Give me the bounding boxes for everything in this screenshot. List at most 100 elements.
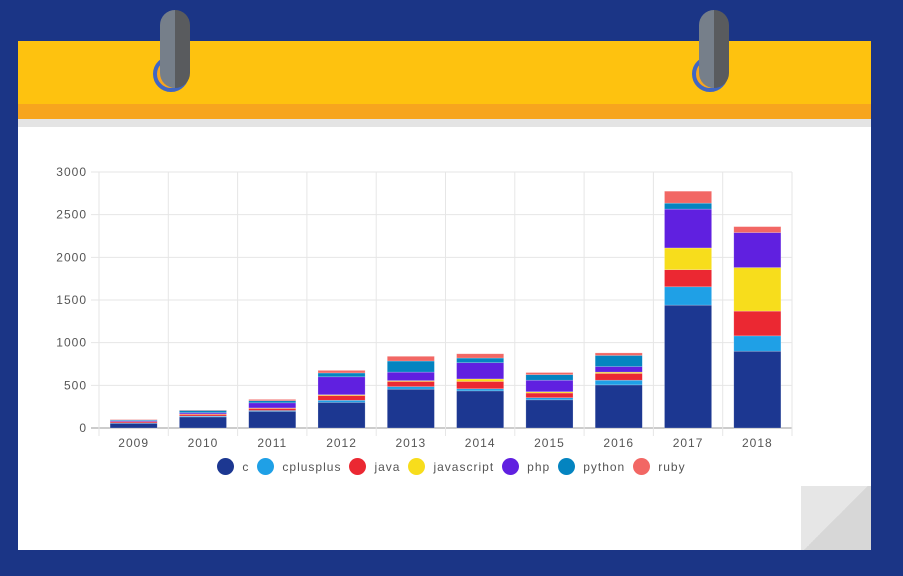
legend-swatch-icon — [633, 458, 651, 475]
page-curl-corner — [801, 486, 871, 550]
x-tick-label: 2014 — [465, 436, 496, 450]
x-tick-label: 2013 — [395, 436, 426, 450]
legend-label: python — [583, 459, 626, 474]
bar-segment-php-2010[interactable] — [179, 412, 227, 415]
legend-item-ruby[interactable]: ruby — [633, 458, 685, 475]
bar-segment-ruby-2017[interactable] — [664, 190, 712, 204]
legend-item-php[interactable]: php — [502, 458, 550, 475]
x-tick-label: 2015 — [534, 436, 565, 450]
calendar-header-strip — [18, 104, 871, 119]
bar-segment-cplusplus-2018[interactable] — [733, 335, 782, 352]
binder-pin-left — [160, 10, 190, 88]
bar-segment-php-2012[interactable] — [317, 376, 366, 396]
x-tick-label: 2009 — [118, 436, 149, 450]
bar-segment-c-2010[interactable] — [179, 416, 227, 429]
bar-segment-java-2017[interactable] — [664, 269, 712, 288]
bar-segment-python-2010[interactable] — [179, 410, 227, 413]
legend-label: php — [527, 459, 551, 474]
legend-item-c[interactable]: c — [217, 458, 249, 475]
bar-segment-php-2013[interactable] — [386, 371, 435, 381]
bar-segment-java-2016[interactable] — [594, 373, 643, 381]
bar-segment-python-2015[interactable] — [525, 374, 574, 381]
bar-segment-cplusplus-2012[interactable] — [317, 399, 366, 403]
bar-segment-python-2011[interactable] — [248, 400, 297, 404]
x-axis-ticks: 2009 2010 2011 2012 2013 2014 2015 2016 2017 2018 — [118, 436, 771, 450]
bar-segment-python-2012[interactable] — [317, 372, 366, 378]
legend-label: c — [242, 459, 250, 474]
x-tick-label: 2012 — [326, 436, 357, 450]
bar-segment-php-2016[interactable] — [594, 366, 643, 373]
bar-segment-python-2013[interactable] — [386, 360, 435, 373]
bar-segment-cplusplus-2016[interactable] — [594, 379, 643, 386]
bar-segment-ruby-2014[interactable] — [456, 353, 505, 359]
legend-item-javascript[interactable]: javascript — [408, 458, 494, 475]
legend-label: javascript — [433, 459, 495, 474]
y-tick-label: 2500 — [56, 208, 87, 222]
legend-item-cplusplus[interactable]: cplusplus — [257, 458, 341, 475]
legend-swatch-icon — [502, 458, 520, 475]
bar-segment-java-2015[interactable] — [525, 392, 574, 399]
bar-segment-php-2014[interactable] — [456, 362, 505, 380]
legend-swatch-icon — [257, 458, 275, 475]
calendar-header-shadow — [18, 119, 871, 127]
legend-swatch-icon — [558, 458, 576, 475]
y-tick-label: 1000 — [56, 336, 87, 350]
bar-segment-ruby-2018[interactable] — [733, 226, 782, 233]
bar-segment-php-2017[interactable] — [664, 208, 712, 249]
bar-segment-java-2011[interactable] — [248, 408, 297, 411]
x-tick-label: 2017 — [673, 436, 704, 450]
bar-segment-ruby-2016[interactable] — [594, 352, 643, 356]
bar-segment-java-2013[interactable] — [386, 381, 435, 387]
bar-segment-ruby-2011[interactable] — [248, 399, 297, 401]
bar-segment-php-2011[interactable] — [248, 402, 297, 409]
y-tick-label: 500 — [64, 378, 87, 392]
bar-segment-python-2016[interactable] — [594, 355, 643, 367]
bar-segment-cplusplus-2015[interactable] — [525, 397, 574, 401]
bar-segment-c-2012[interactable] — [317, 402, 366, 429]
bars — [109, 190, 782, 429]
bar-segment-c-2009[interactable] — [109, 423, 158, 429]
bar-segment-java-2014[interactable] — [456, 381, 505, 390]
bar-segment-c-2011[interactable] — [248, 411, 297, 429]
bar-segment-cplusplus-2017[interactable] — [664, 286, 712, 306]
y-tick-label: 0 — [79, 421, 87, 435]
legend-swatch-icon — [349, 458, 367, 475]
legend-label: ruby — [658, 459, 686, 474]
x-tick-label: 2011 — [257, 436, 287, 450]
bar-segment-javascript-2013[interactable] — [386, 380, 435, 382]
bar-segment-c-2013[interactable] — [386, 388, 435, 429]
x-tick-label: 2010 — [188, 436, 219, 450]
y-tick-label: 3000 — [56, 165, 87, 179]
bar-segment-c-2016[interactable] — [594, 384, 643, 429]
bar-segment-python-2014[interactable] — [456, 357, 505, 364]
bar-segment-java-2018[interactable] — [733, 310, 782, 337]
bar-segment-c-2015[interactable] — [525, 399, 574, 429]
legend-swatch-icon — [217, 458, 235, 475]
y-tick-label: 2000 — [56, 250, 87, 264]
bar-segment-ruby-2013[interactable] — [386, 356, 435, 362]
chart-legend: c cplusplus java javascript php python ruby — [0, 458, 903, 475]
bar-segment-cplusplus-2014[interactable] — [456, 388, 505, 392]
bar-segment-c-2014[interactable] — [456, 390, 505, 429]
bar-segment-c-2018[interactable] — [733, 350, 782, 429]
bar-segment-java-2012[interactable] — [317, 395, 366, 401]
bar-segment-javascript-2018[interactable] — [733, 267, 782, 312]
bar-segment-php-2015[interactable] — [525, 379, 574, 393]
bar-segment-python-2017[interactable] — [664, 202, 712, 210]
bar-segment-ruby-2012[interactable] — [317, 370, 366, 374]
bar-segment-c-2017[interactable] — [664, 304, 712, 429]
y-tick-label: 1500 — [56, 293, 87, 307]
bar-segment-javascript-2014[interactable] — [456, 378, 505, 382]
binder-pin-right — [699, 10, 729, 88]
bar-segment-cplusplus-2013[interactable] — [386, 386, 435, 390]
legend-item-java[interactable]: java — [349, 458, 400, 475]
x-tick-label: 2016 — [603, 436, 634, 450]
bar-segment-php-2018[interactable] — [733, 232, 782, 268]
bar-segment-javascript-2017[interactable] — [664, 247, 712, 271]
legend-label: java — [374, 459, 401, 474]
legend-swatch-icon — [408, 458, 426, 475]
bar-segment-ruby-2015[interactable] — [525, 372, 574, 375]
legend-item-python[interactable]: python — [558, 458, 625, 475]
y-axis-ticks: 0 500 1000 1500 2000 2500 3000 — [56, 165, 87, 435]
